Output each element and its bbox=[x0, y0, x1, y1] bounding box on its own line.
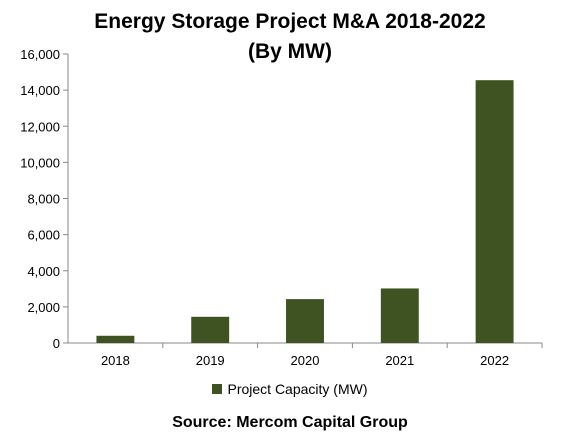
legend-label: Project Capacity (MW) bbox=[227, 381, 368, 397]
bar bbox=[380, 288, 419, 343]
y-tick-label: 6,000 bbox=[27, 228, 60, 243]
y-tick-label: 4,000 bbox=[27, 264, 60, 279]
x-tick-label: 2020 bbox=[291, 353, 320, 368]
y-tick-label: 10,000 bbox=[20, 155, 60, 170]
bar bbox=[96, 335, 135, 343]
source-caption: Source: Mercom Capital Group bbox=[172, 414, 408, 431]
bar bbox=[286, 299, 324, 343]
x-tick-label: 2021 bbox=[385, 353, 414, 368]
x-tick-label: 2018 bbox=[101, 353, 130, 368]
y-tick-label: 14,000 bbox=[20, 83, 60, 98]
legend: Project Capacity (MW) bbox=[0, 381, 580, 397]
bar bbox=[475, 80, 514, 344]
x-tick-label: 2019 bbox=[196, 353, 225, 368]
y-tick-label: 8,000 bbox=[27, 192, 60, 207]
chart-title: Energy Storage Project M&A 2018-2022 bbox=[94, 10, 486, 33]
y-tick-label: 0 bbox=[53, 336, 60, 351]
y-tick-label: 16,000 bbox=[20, 47, 60, 62]
x-tick-label: 2022 bbox=[480, 353, 509, 368]
y-tick-label: 2,000 bbox=[27, 300, 60, 315]
bar bbox=[191, 316, 230, 343]
y-tick-label: 12,000 bbox=[20, 119, 60, 134]
legend-swatch bbox=[212, 384, 223, 394]
chart-subtitle: (By MW) bbox=[248, 40, 332, 63]
